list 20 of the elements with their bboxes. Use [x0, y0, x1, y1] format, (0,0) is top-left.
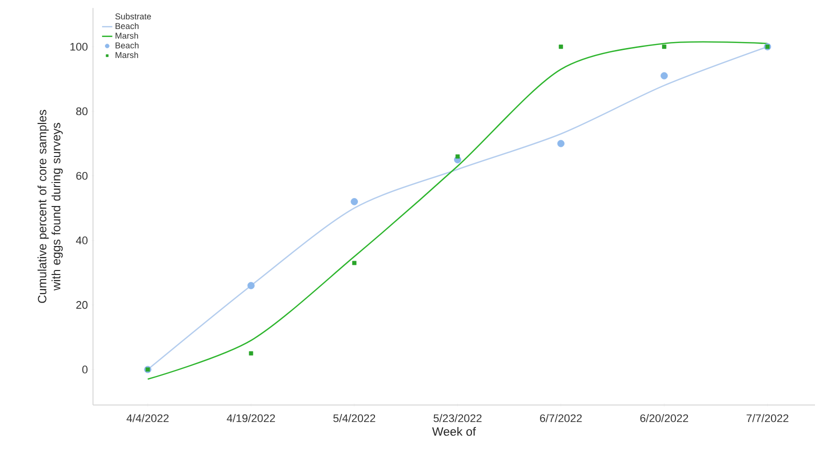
legend-title: Substrate: [115, 13, 151, 20]
y-tick-label: 40: [76, 236, 88, 244]
legend-label: Beach: [116, 42, 139, 48]
legend-label: Marsh: [116, 32, 138, 39]
y-tick-label: 60: [76, 172, 88, 180]
y-tick-label: 100: [70, 42, 88, 51]
y-tick-label: 80: [76, 107, 88, 116]
y-axis-title: Cumulative percent of core samples with eggs found during surveys: [38, 110, 63, 303]
x-tick-label: 5/23/2022: [434, 414, 482, 422]
y-tick-label: 0: [82, 366, 88, 374]
x-tick-label: 6/20/2022: [640, 414, 688, 422]
legend-label: Beach: [116, 22, 139, 30]
x-tick-label: 6/7/2022: [540, 414, 582, 422]
x-tick-label: 5/4/2022: [333, 414, 376, 422]
x-axis-title: Week of: [432, 426, 476, 436]
x-tick-label: 4/19/2022: [226, 414, 275, 422]
x-tick-label: 4/4/2022: [126, 414, 169, 422]
x-tick-label: 7/7/2022: [746, 414, 788, 422]
y-tick-label: 20: [76, 301, 88, 309]
legend-label: Marsh: [116, 52, 138, 58]
